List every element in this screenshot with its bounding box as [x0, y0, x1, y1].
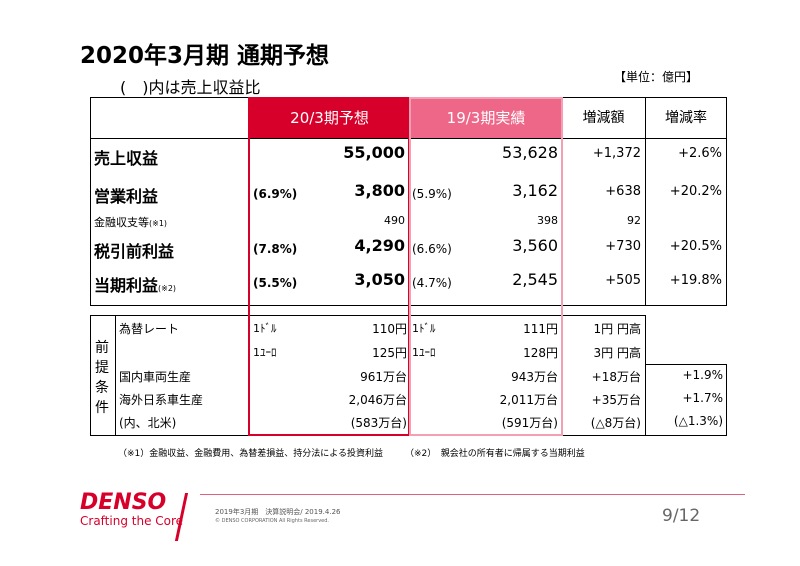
page-title: 2020年3月期 通期予想: [80, 43, 330, 69]
actual-currency: 1ﾄﾞﾙ: [412, 322, 436, 335]
rate-value: +1.9%: [682, 368, 723, 382]
forecast-highlight-box: [248, 97, 410, 436]
assumption-label: (内、北米): [119, 416, 177, 430]
diff-value: +638: [605, 184, 641, 199]
rate-value: (△1.3%): [673, 414, 723, 428]
rate-value: +20.5%: [669, 239, 722, 254]
diff-value: 3円 円高: [593, 346, 641, 360]
tagline: Crafting the Core: [80, 514, 184, 528]
forecast-value: 125円: [372, 346, 407, 360]
header-actual: 19/3期実績: [446, 109, 526, 127]
diff-value: (△8万台): [590, 416, 641, 430]
unit-label: 【単位：億円】: [614, 70, 699, 84]
header-forecast: 20/3期予想: [290, 109, 369, 127]
actual-value: 2,011万台: [499, 393, 558, 407]
event-info: 2019年3月期 決算説明会/ 2019.4.26: [215, 508, 341, 516]
page-number: 9/12: [662, 506, 701, 526]
forecast-ratio: (7.8%): [253, 242, 298, 256]
rate-value: +1.7%: [682, 391, 723, 405]
actual-value: 2,545: [512, 270, 558, 289]
forecast-value: 3,050: [354, 270, 405, 289]
actual-value: (591万台): [501, 416, 558, 430]
header-rate: 増減率: [665, 110, 707, 126]
row-label: 税引前利益: [94, 242, 175, 261]
row-label: 当期利益(※2): [94, 276, 177, 295]
forecast-ratio: (5.5%): [253, 276, 298, 290]
forecast-currency: 1ﾄﾞﾙ: [253, 322, 277, 335]
forecast-value: (583万台): [350, 416, 407, 430]
copyright: © DENSO CORPORATION All Rights Reserved.: [215, 518, 329, 524]
diff-value: +1,372: [592, 146, 641, 161]
diff-value: +730: [605, 239, 641, 254]
header-diff: 増減額: [582, 110, 625, 126]
row-note: (※2): [158, 284, 177, 293]
actual-value: 943万台: [511, 370, 558, 384]
actual-value: 128円: [523, 346, 558, 360]
actual-value: 3,162: [512, 181, 558, 200]
diff-value: 1円 円高: [593, 322, 641, 336]
diff-value: +35万台: [591, 393, 641, 407]
assumptions-side-label: 前提条件: [95, 340, 109, 416]
actual-currency: 1ﾕｰﾛ: [412, 346, 436, 359]
footnote-2: （※2） 親会社の所有者に帰属する当期利益: [405, 449, 585, 459]
assumption-label: 国内車両生産: [119, 370, 192, 384]
assumption-label: 海外日系車生産: [119, 393, 204, 407]
rate-value: +19.8%: [669, 273, 722, 288]
forecast-value: 55,000: [343, 143, 405, 162]
rate-value: +2.6%: [678, 146, 722, 161]
forecast-header-bg: [249, 97, 410, 138]
subtitle: ( )内は売上収益比: [120, 78, 261, 97]
actual-highlight-box: [409, 97, 563, 436]
rate-value: +20.2%: [669, 184, 722, 199]
actual-ratio: (5.9%): [412, 187, 452, 201]
forecast-value: 4,290: [354, 236, 405, 255]
forecast-value: 110円: [372, 322, 407, 336]
forecast-value: 2,046万台: [348, 393, 407, 407]
actual-ratio: (4.7%): [412, 276, 452, 290]
footer-rule: [200, 494, 745, 495]
row-label: 営業利益: [94, 187, 159, 206]
footnote-1: （※1）金融収益、金融費用、為替差損益、持分法による投資利益: [118, 449, 383, 459]
actual-value: 3,560: [512, 236, 558, 255]
forecast-ratio: (6.9%): [253, 187, 298, 201]
forecast-value: 961万台: [360, 370, 407, 384]
actual-value: 111円: [523, 322, 558, 336]
forecast-value: 3,800: [354, 181, 405, 200]
assumption-label: 為替レート: [119, 322, 180, 336]
denso-logo: DENSO: [80, 490, 167, 515]
diff-value: +18万台: [591, 370, 641, 384]
forecast-currency: 1ﾕｰﾛ: [253, 346, 277, 359]
row-label: 売上収益: [94, 149, 159, 168]
actual-header-bg: [410, 97, 562, 138]
row-label: 金融収支等(※1): [94, 216, 168, 229]
actual-value: 398: [537, 214, 558, 227]
actual-value: 53,628: [502, 143, 558, 162]
forecast-value: 490: [384, 214, 405, 227]
actual-ratio: (6.6%): [412, 242, 452, 256]
diff-value: 92: [627, 214, 641, 227]
diff-value: +505: [605, 273, 641, 288]
row-note: (※1): [149, 219, 168, 228]
